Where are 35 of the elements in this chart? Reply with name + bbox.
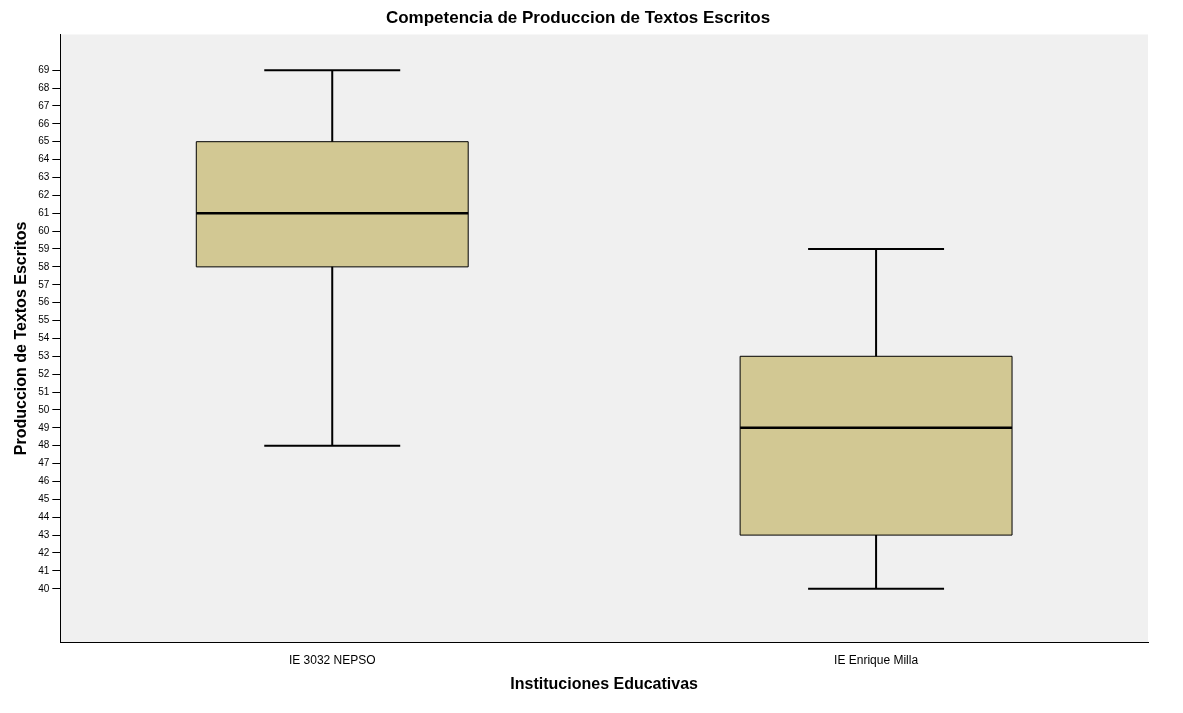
y-tick-label: 53 [38,350,50,362]
y-tick-label: 69 [38,63,50,75]
y-tick-label: 60 [38,224,50,236]
y-tick-label: 43 [38,528,50,540]
y-tick-label: 40 [38,582,50,594]
y-tick-label: 58 [38,260,50,272]
y-tick-label: 66 [38,117,50,129]
y-tick-label: 50 [38,403,50,415]
y-tick-label: 54 [38,332,50,344]
y-tick-label: 47 [38,457,50,469]
y-tick-label: 63 [38,171,50,183]
y-tick-label: 61 [38,206,50,218]
y-tick-label: 49 [38,421,50,433]
x-axis-title: Instituciones Educativas [510,674,699,692]
y-tick-label: 56 [38,296,50,308]
y-tick-label: 62 [38,189,50,201]
y-tick-label: 64 [38,153,50,165]
y-tick-label: 55 [38,314,50,326]
y-tick-label: 65 [38,135,50,147]
y-tick-label: 45 [38,493,50,505]
y-tick-label: 68 [38,81,50,93]
y-tick-label: 44 [38,510,50,522]
x-tick-label: IE Enrique Milla [834,652,919,667]
y-tick-label: 67 [38,99,50,111]
chart-title: Competencia de Produccion de Textos Escritos [385,7,771,27]
y-tick-label: 51 [38,385,50,397]
y-tick-label: 59 [38,242,50,254]
y-axis-title: Produccion de Textos Escritos [12,221,30,456]
y-tick-label: 57 [38,278,50,290]
y-tick-label: 48 [38,439,50,451]
x-tick-label: IE 3032 NEPSO [288,652,376,667]
y-tick-label: 42 [38,546,50,558]
y-tick-label: 46 [38,475,50,487]
y-tick-label: 41 [38,564,50,576]
y-tick-label: 52 [38,367,50,379]
